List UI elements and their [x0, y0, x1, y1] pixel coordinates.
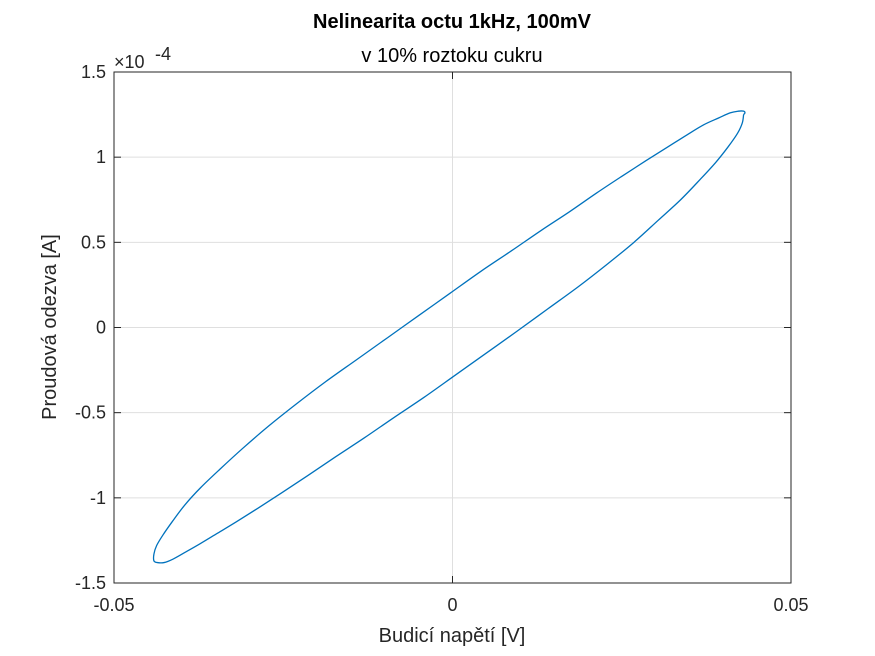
y-tick-label: 0.5 [81, 232, 106, 252]
x-tick-label: 0 [447, 595, 457, 615]
x-tick-label: -0.05 [93, 595, 134, 615]
y-tick-label: -1.5 [75, 573, 106, 593]
y-tick-label: -1 [90, 488, 106, 508]
tick-labels: -0.05 0 0.05 -1.5 -1 -0.5 0 0.5 1 1.5 [75, 62, 809, 615]
y-exponent: ×10 -4 [114, 44, 171, 72]
y-tick-label: -0.5 [75, 403, 106, 423]
y-tick-label: 0 [96, 318, 106, 338]
y-axis-label: Proudová odezva [A] [39, 234, 61, 420]
y-exponent-base: ×10 [114, 52, 145, 72]
x-tick-label: 0.05 [773, 595, 808, 615]
y-tick-label: 1.5 [81, 62, 106, 82]
y-tick-label: 1 [96, 147, 106, 167]
y-exponent-power: -4 [155, 44, 171, 64]
ticks [113, 71, 792, 584]
series-line [152, 110, 746, 564]
chart-title: Nelinearita octu 1kHz, 100mV [313, 11, 592, 33]
x-axis-label: Budicí napětí [V] [379, 625, 526, 647]
chart-subtitle: v 10% roztoku cukru [361, 45, 542, 67]
series-group [152, 110, 746, 564]
